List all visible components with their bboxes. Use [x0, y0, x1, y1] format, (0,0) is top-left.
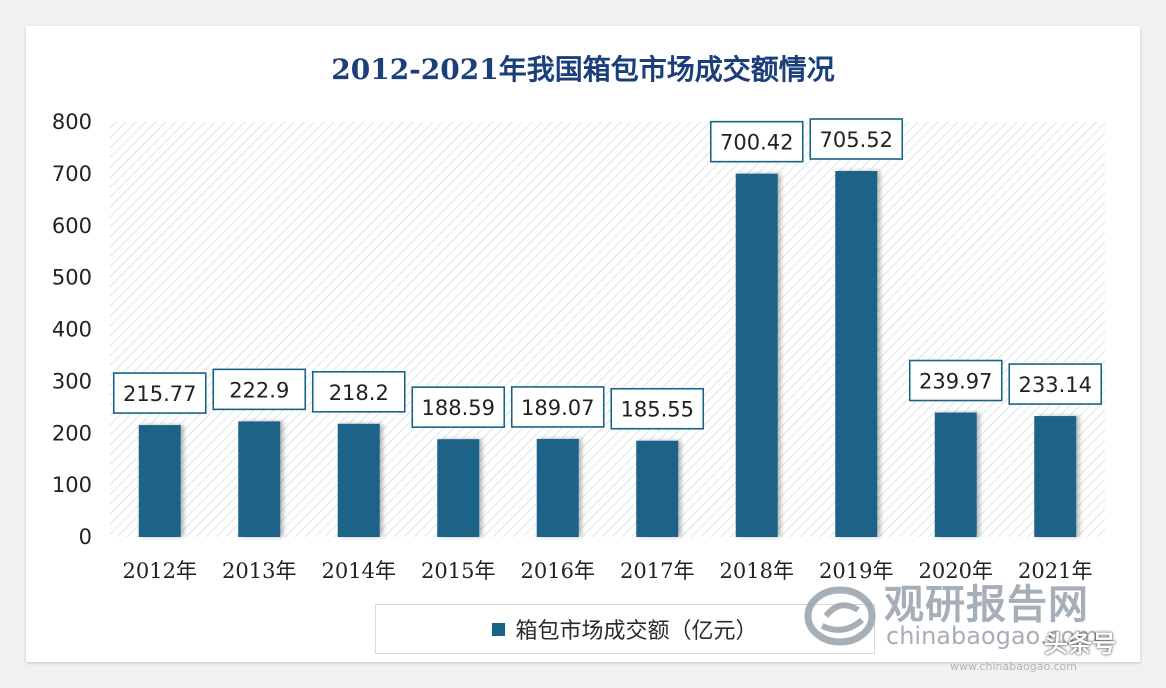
data-label-box — [212, 368, 307, 411]
y-tick-label: 700 — [52, 162, 92, 186]
data-label-box — [610, 387, 705, 430]
data-label: 189.07 — [521, 396, 594, 420]
y-tick-label: 800 — [52, 110, 92, 134]
data-label: 215.77 — [123, 382, 196, 406]
bar — [437, 439, 480, 537]
data-label: 222.9 — [229, 378, 289, 402]
y-tick-label: 600 — [52, 214, 92, 238]
bar — [536, 438, 579, 537]
bar — [337, 423, 380, 537]
x-tick-label: 2015年 — [421, 559, 495, 583]
data-label-box — [809, 118, 904, 160]
x-tick-label: 2019年 — [819, 559, 893, 583]
y-tick-label: 400 — [52, 318, 92, 342]
data-label-box — [510, 386, 605, 428]
y-tick-label: 200 — [52, 421, 92, 445]
data-label-box — [1008, 363, 1103, 405]
x-tick-label: 2013年 — [222, 559, 296, 583]
x-tick-label: 2021年 — [1018, 559, 1092, 583]
x-tick-label: 2014年 — [322, 559, 396, 583]
x-tick-label: 2018年 — [720, 559, 794, 583]
data-label-box — [908, 359, 1003, 402]
x-tick-label: 2017年 — [620, 559, 694, 583]
data-label-box — [311, 371, 406, 413]
data-label: 700.42 — [720, 131, 793, 155]
data-label-box — [709, 120, 804, 163]
bar — [934, 412, 977, 537]
bar — [238, 421, 281, 537]
data-label-box — [112, 372, 207, 414]
bar — [636, 440, 679, 537]
x-tick-label: 2012年 — [123, 559, 197, 583]
y-tick-label: 300 — [52, 369, 92, 393]
y-tick-label: 100 — [52, 473, 92, 497]
bar — [138, 425, 181, 537]
data-label: 233.14 — [1019, 373, 1092, 397]
data-label: 185.55 — [621, 398, 694, 422]
x-tick-label: 2020年 — [919, 559, 993, 583]
legend-label: 箱包市场成交额（亿元） — [515, 619, 758, 644]
data-label: 188.59 — [422, 396, 495, 420]
y-tick-label: 500 — [52, 266, 92, 290]
data-label-box — [411, 386, 506, 428]
legend-swatch — [492, 622, 506, 636]
data-label: 705.52 — [820, 128, 893, 152]
legend: 箱包市场成交额（亿元） — [375, 604, 875, 654]
bar — [1034, 416, 1077, 537]
bar — [735, 173, 778, 538]
x-tick-label: 2016年 — [521, 559, 595, 583]
data-label: 239.97 — [919, 370, 992, 394]
bar — [835, 171, 878, 537]
data-label: 218.2 — [329, 381, 389, 405]
chart-title: 2012-2021年我国箱包市场成交额情况 — [331, 53, 835, 86]
y-tick-label: 0 — [79, 525, 92, 549]
